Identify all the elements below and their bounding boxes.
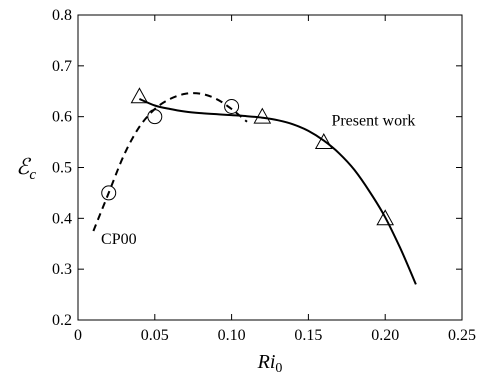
marker-layer (101, 87, 395, 226)
y-axis-label-sub: c (29, 167, 36, 183)
y-tick-label: 0.4 (52, 210, 72, 227)
x-tick-label: 0 (74, 327, 82, 344)
series-layer (92, 92, 417, 285)
x-axis-label: Ri0 (257, 351, 283, 376)
y-tick-label: 0.8 (52, 7, 72, 24)
y-tick-label: 0.3 (52, 261, 72, 278)
y-tick-label: 0.6 (52, 109, 72, 126)
x-tick-label: 0.05 (141, 327, 169, 344)
x-tick-label: 0.15 (294, 327, 322, 344)
circle-marker (101, 185, 117, 201)
x-axis-label-main: Ri (257, 351, 276, 373)
circle-marker (147, 109, 163, 125)
series-line-present-work (139, 97, 417, 285)
y-tick-label: 0.5 (52, 160, 72, 177)
plot-frame (77, 14, 463, 321)
triangle-marker (376, 209, 395, 226)
axis-ticks (77, 14, 463, 321)
x-tick-label: 0.20 (371, 327, 399, 344)
annotation-cp00: CP00 (101, 231, 137, 248)
tick-labels: 0 0.05 0.10 0.15 0.20 0.25 0.2 0.3 0.4 0.5 0.6 0.7 0… (52, 7, 476, 344)
y-axis-label-main: ℰ (16, 154, 32, 179)
series-line-cp00 (92, 92, 248, 232)
y-tick-label: 0.2 (52, 312, 72, 329)
y-axis-label: ℰc (16, 154, 36, 183)
annotation-layer: Present work CP00 (101, 112, 415, 247)
x-tick-label: 0.25 (448, 327, 476, 344)
annotation-present-work: Present work (331, 112, 415, 129)
triangle-marker (253, 107, 272, 124)
circle-marker (224, 99, 240, 114)
triangle-marker (130, 87, 149, 104)
x-tick-label: 0.10 (218, 327, 246, 344)
triangle-marker (314, 133, 333, 149)
x-axis-label-sub: 0 (275, 361, 282, 376)
y-tick-label: 0.7 (52, 58, 72, 75)
